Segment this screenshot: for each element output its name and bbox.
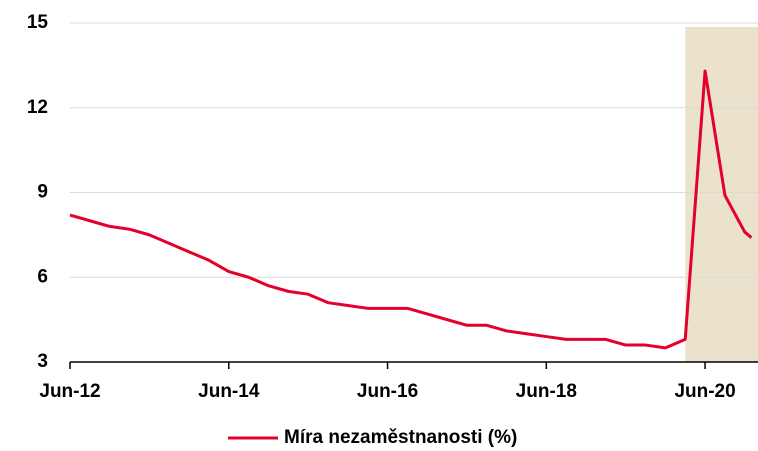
- x-tick-label: Jun-16: [357, 381, 418, 402]
- x-tick-label: Jun-14: [198, 381, 260, 402]
- y-tick-label: 3: [37, 351, 48, 372]
- y-tick-label: 9: [37, 182, 48, 203]
- legend-label: Míra nezaměstnanosti (%): [284, 427, 517, 448]
- x-tick-label: Jun-20: [674, 381, 735, 402]
- line-series: [69, 69, 753, 350]
- y-tick-label: 6: [37, 266, 48, 287]
- y-tick-label: 15: [27, 12, 49, 33]
- y-tick-label: 12: [27, 97, 48, 118]
- x-tick-label: Jun-12: [39, 381, 100, 402]
- x-tick-label: Jun-18: [516, 381, 577, 402]
